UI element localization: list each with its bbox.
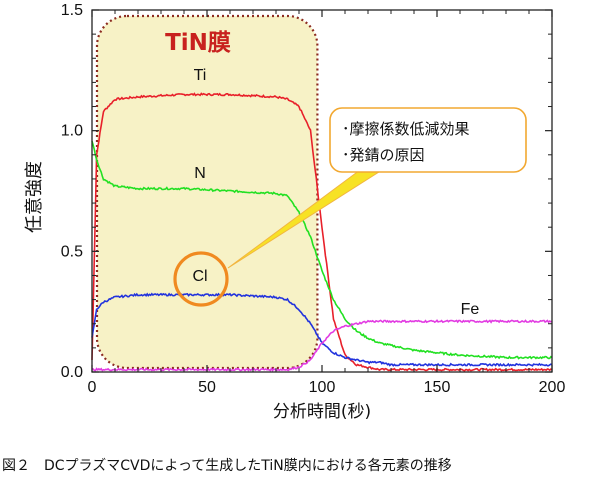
tin-film-region [95,14,319,370]
series-line-n [91,140,553,360]
y-tick-label: 0.5 [61,243,83,260]
callout-box [329,107,527,173]
series-line-fe [91,319,553,372]
x-tick-label: 0 [88,379,97,396]
series-label-n: N [194,165,206,182]
series-label-fe: Fe [461,301,480,318]
x-axis-label: 分析時間(秒) [273,402,371,422]
x-tick-label: 150 [424,379,451,396]
series-label-layer: Ti N Cl Fe [192,67,479,318]
series-line-ti [91,92,553,372]
series-layer [91,92,553,372]
cl-highlight-circle [173,251,229,307]
figure-caption: 図２ DCプラズマCVDによって生成したTiN膜内における各元素の推移 [2,458,452,474]
series-line-cl [91,292,553,368]
series-label-cl: Cl [192,268,207,285]
y-tick-label: 1.5 [61,2,83,19]
tin-film-region-label: TiN膜 [165,30,231,56]
x-tick-label: 50 [198,379,216,396]
x-tick-label: 100 [309,379,336,396]
x-tick-label: 200 [539,379,566,396]
series-label-ti: Ti [194,67,207,84]
callout-line-1: ･摩擦係数低減効果 [342,120,470,138]
tick-layer: 0 50 100 150 200 0.0 0.5 1.0 1.5 [61,2,566,396]
y-tick-label: 1.0 [61,123,83,140]
y-tick-label: 0.0 [61,364,83,381]
callout-line-2: ･発錆の原因 [342,146,425,164]
y-axis-label: 任意強度 [24,161,45,233]
